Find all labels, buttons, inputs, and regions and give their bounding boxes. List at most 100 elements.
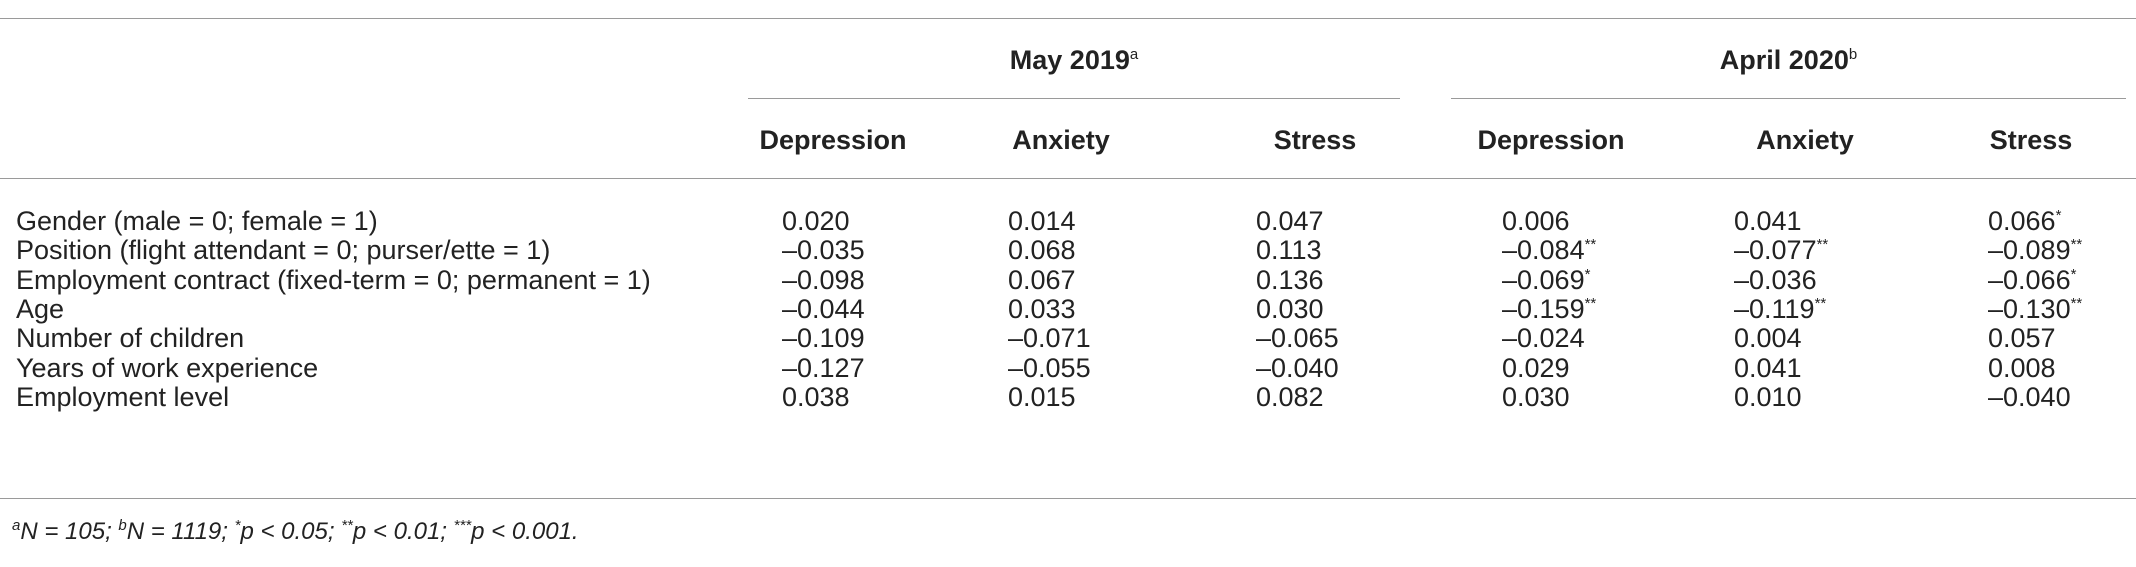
footnote-text: p < 0.05; — [240, 518, 342, 545]
cell-value: 0.041 — [1734, 352, 1802, 383]
cell-value: –0.040 — [1988, 381, 2071, 412]
table-cell: –0.089** — [1988, 230, 2082, 270]
row-label: Age — [16, 293, 65, 324]
table-cell: 0.041 — [1734, 201, 1802, 241]
cell-value: 0.008 — [1988, 352, 2056, 383]
cell-value: –0.044 — [782, 293, 865, 324]
column-header: Anxiety — [1012, 125, 1110, 155]
group-header-april-2020: April 2020b — [1451, 40, 2126, 80]
table-cell: 0.113 — [1256, 230, 1322, 270]
column-header: Stress — [1273, 125, 1357, 155]
table-cell: –0.077** — [1734, 230, 1828, 270]
table-row: Years of work experience –0.127 –0.055 –0.0… — [0, 348, 2136, 388]
table-cell: –0.044 — [782, 289, 865, 329]
table-cell: 0.067 — [1008, 260, 1076, 300]
table-cell: –0.035 — [782, 230, 865, 270]
table-cell: 0.010 — [1734, 377, 1802, 417]
cell-value: 0.082 — [1256, 381, 1324, 412]
significance-marker: ** — [2070, 294, 2083, 312]
row-label: Position (flight attendant = 0; purser/e… — [16, 235, 551, 266]
cell-value: –0.066 — [1988, 264, 2071, 295]
row-label: Number of children — [16, 323, 245, 354]
significance-marker: ** — [1584, 294, 1597, 312]
table-cell: 0.082 — [1256, 377, 1324, 417]
table-cell: –0.040 — [1988, 377, 2071, 417]
table-top-rule — [0, 18, 2136, 19]
cell-value: 0.047 — [1256, 206, 1324, 236]
cell-value: 0.068 — [1008, 235, 1076, 266]
cell-value: 0.033 — [1008, 293, 1076, 324]
table-cell: –0.130** — [1988, 289, 2082, 329]
column-header: Depression — [759, 125, 907, 155]
group-sup: a — [1129, 46, 1139, 63]
table-row: Gender (male = 0; female = 1) 0.020 0.014 0… — [0, 201, 2136, 241]
table-cell: –0.084** — [1502, 230, 1596, 270]
table-cell: 0.057 — [1988, 318, 2056, 358]
row-label: Gender (male = 0; female = 1) — [16, 206, 378, 236]
significance-marker: * — [1584, 265, 1591, 283]
row-label: Years of work experience — [16, 352, 319, 383]
table-cell: –0.109 — [782, 318, 865, 358]
row-label: Employment level — [16, 381, 230, 412]
table-cell: 0.030 — [1256, 289, 1324, 329]
column-header: Anxiety — [1756, 125, 1854, 155]
table-cell: –0.127 — [782, 348, 865, 388]
table-cell: 0.004 — [1734, 318, 1802, 358]
table-cell: –0.055 — [1008, 348, 1091, 388]
cell-value: –0.130 — [1988, 293, 2071, 324]
cell-value: 0.067 — [1008, 264, 1076, 295]
table-cell: –0.066* — [1988, 260, 2076, 300]
table-cell: 0.020 — [782, 201, 850, 241]
footnote-text: N = 105; — [20, 518, 119, 545]
cell-value: –0.159 — [1502, 293, 1585, 324]
table-footnote: aN = 105; bN = 1119; *p < 0.05; **p < 0.… — [12, 512, 579, 552]
footnote-text: p < 0.001. — [471, 518, 579, 545]
table-row: Age –0.044 0.033 0.030 –0.159** –0.119** –0.13… — [0, 289, 2136, 329]
column-header: Depression — [1477, 125, 1625, 155]
cell-value: 0.113 — [1256, 235, 1322, 266]
table-cell: 0.008 — [1988, 348, 2056, 388]
table-cell: 0.015 — [1008, 377, 1076, 417]
cell-value: –0.024 — [1502, 323, 1585, 354]
footnote-text: p < 0.01; — [352, 518, 454, 545]
table-row: Number of children –0.109 –0.071 –0.065 –0.0… — [0, 318, 2136, 358]
cell-value: –0.127 — [782, 352, 865, 383]
column-header: Stress — [1989, 125, 2073, 155]
cell-value: 0.004 — [1734, 323, 1802, 354]
table-cell: 0.068 — [1008, 230, 1076, 270]
significance-marker: ** — [1816, 236, 1829, 254]
table-row: Position (flight attendant = 0; purser/e… — [0, 230, 2136, 270]
table-row: Employment contract (fixed-term = 0; per… — [0, 260, 2136, 300]
table-cell: –0.119** — [1734, 289, 1826, 329]
significance-marker: * — [2070, 265, 2077, 283]
cell-value: –0.109 — [782, 323, 865, 354]
cell-value: 0.029 — [1502, 352, 1570, 383]
cell-value: 0.006 — [1502, 206, 1570, 236]
group-label: May 2019 — [1009, 45, 1130, 75]
cell-value: 0.020 — [782, 206, 850, 236]
cell-value: –0.055 — [1008, 352, 1091, 383]
significance-marker: * — [2055, 207, 2062, 224]
cell-value: –0.035 — [782, 235, 865, 266]
group-label: April 2020 — [1719, 45, 1849, 75]
footnote-marker: b — [118, 517, 127, 534]
row-label: Employment contract (fixed-term = 0; per… — [16, 264, 651, 295]
group-sup: b — [1848, 46, 1858, 63]
header-bottom-rule — [0, 178, 2136, 179]
table-cell: 0.033 — [1008, 289, 1076, 329]
table-cell: 0.041 — [1734, 348, 1802, 388]
cell-value: –0.040 — [1256, 352, 1339, 383]
significance-marker: ** — [1584, 236, 1597, 254]
table-cell: –0.065 — [1256, 318, 1339, 358]
cell-value: 0.030 — [1502, 381, 1570, 412]
cell-value: –0.084 — [1502, 235, 1585, 266]
table-cell: 0.014 — [1008, 201, 1076, 241]
cell-value: –0.065 — [1256, 323, 1339, 354]
cell-value: 0.010 — [1734, 381, 1802, 412]
cell-value: –0.069 — [1502, 264, 1585, 295]
cell-value: 0.038 — [782, 381, 850, 412]
cell-value: 0.014 — [1008, 206, 1076, 236]
footnote-marker: a — [12, 517, 21, 534]
significance-marker: ** — [1814, 294, 1827, 312]
cell-value: –0.089 — [1988, 235, 2071, 266]
